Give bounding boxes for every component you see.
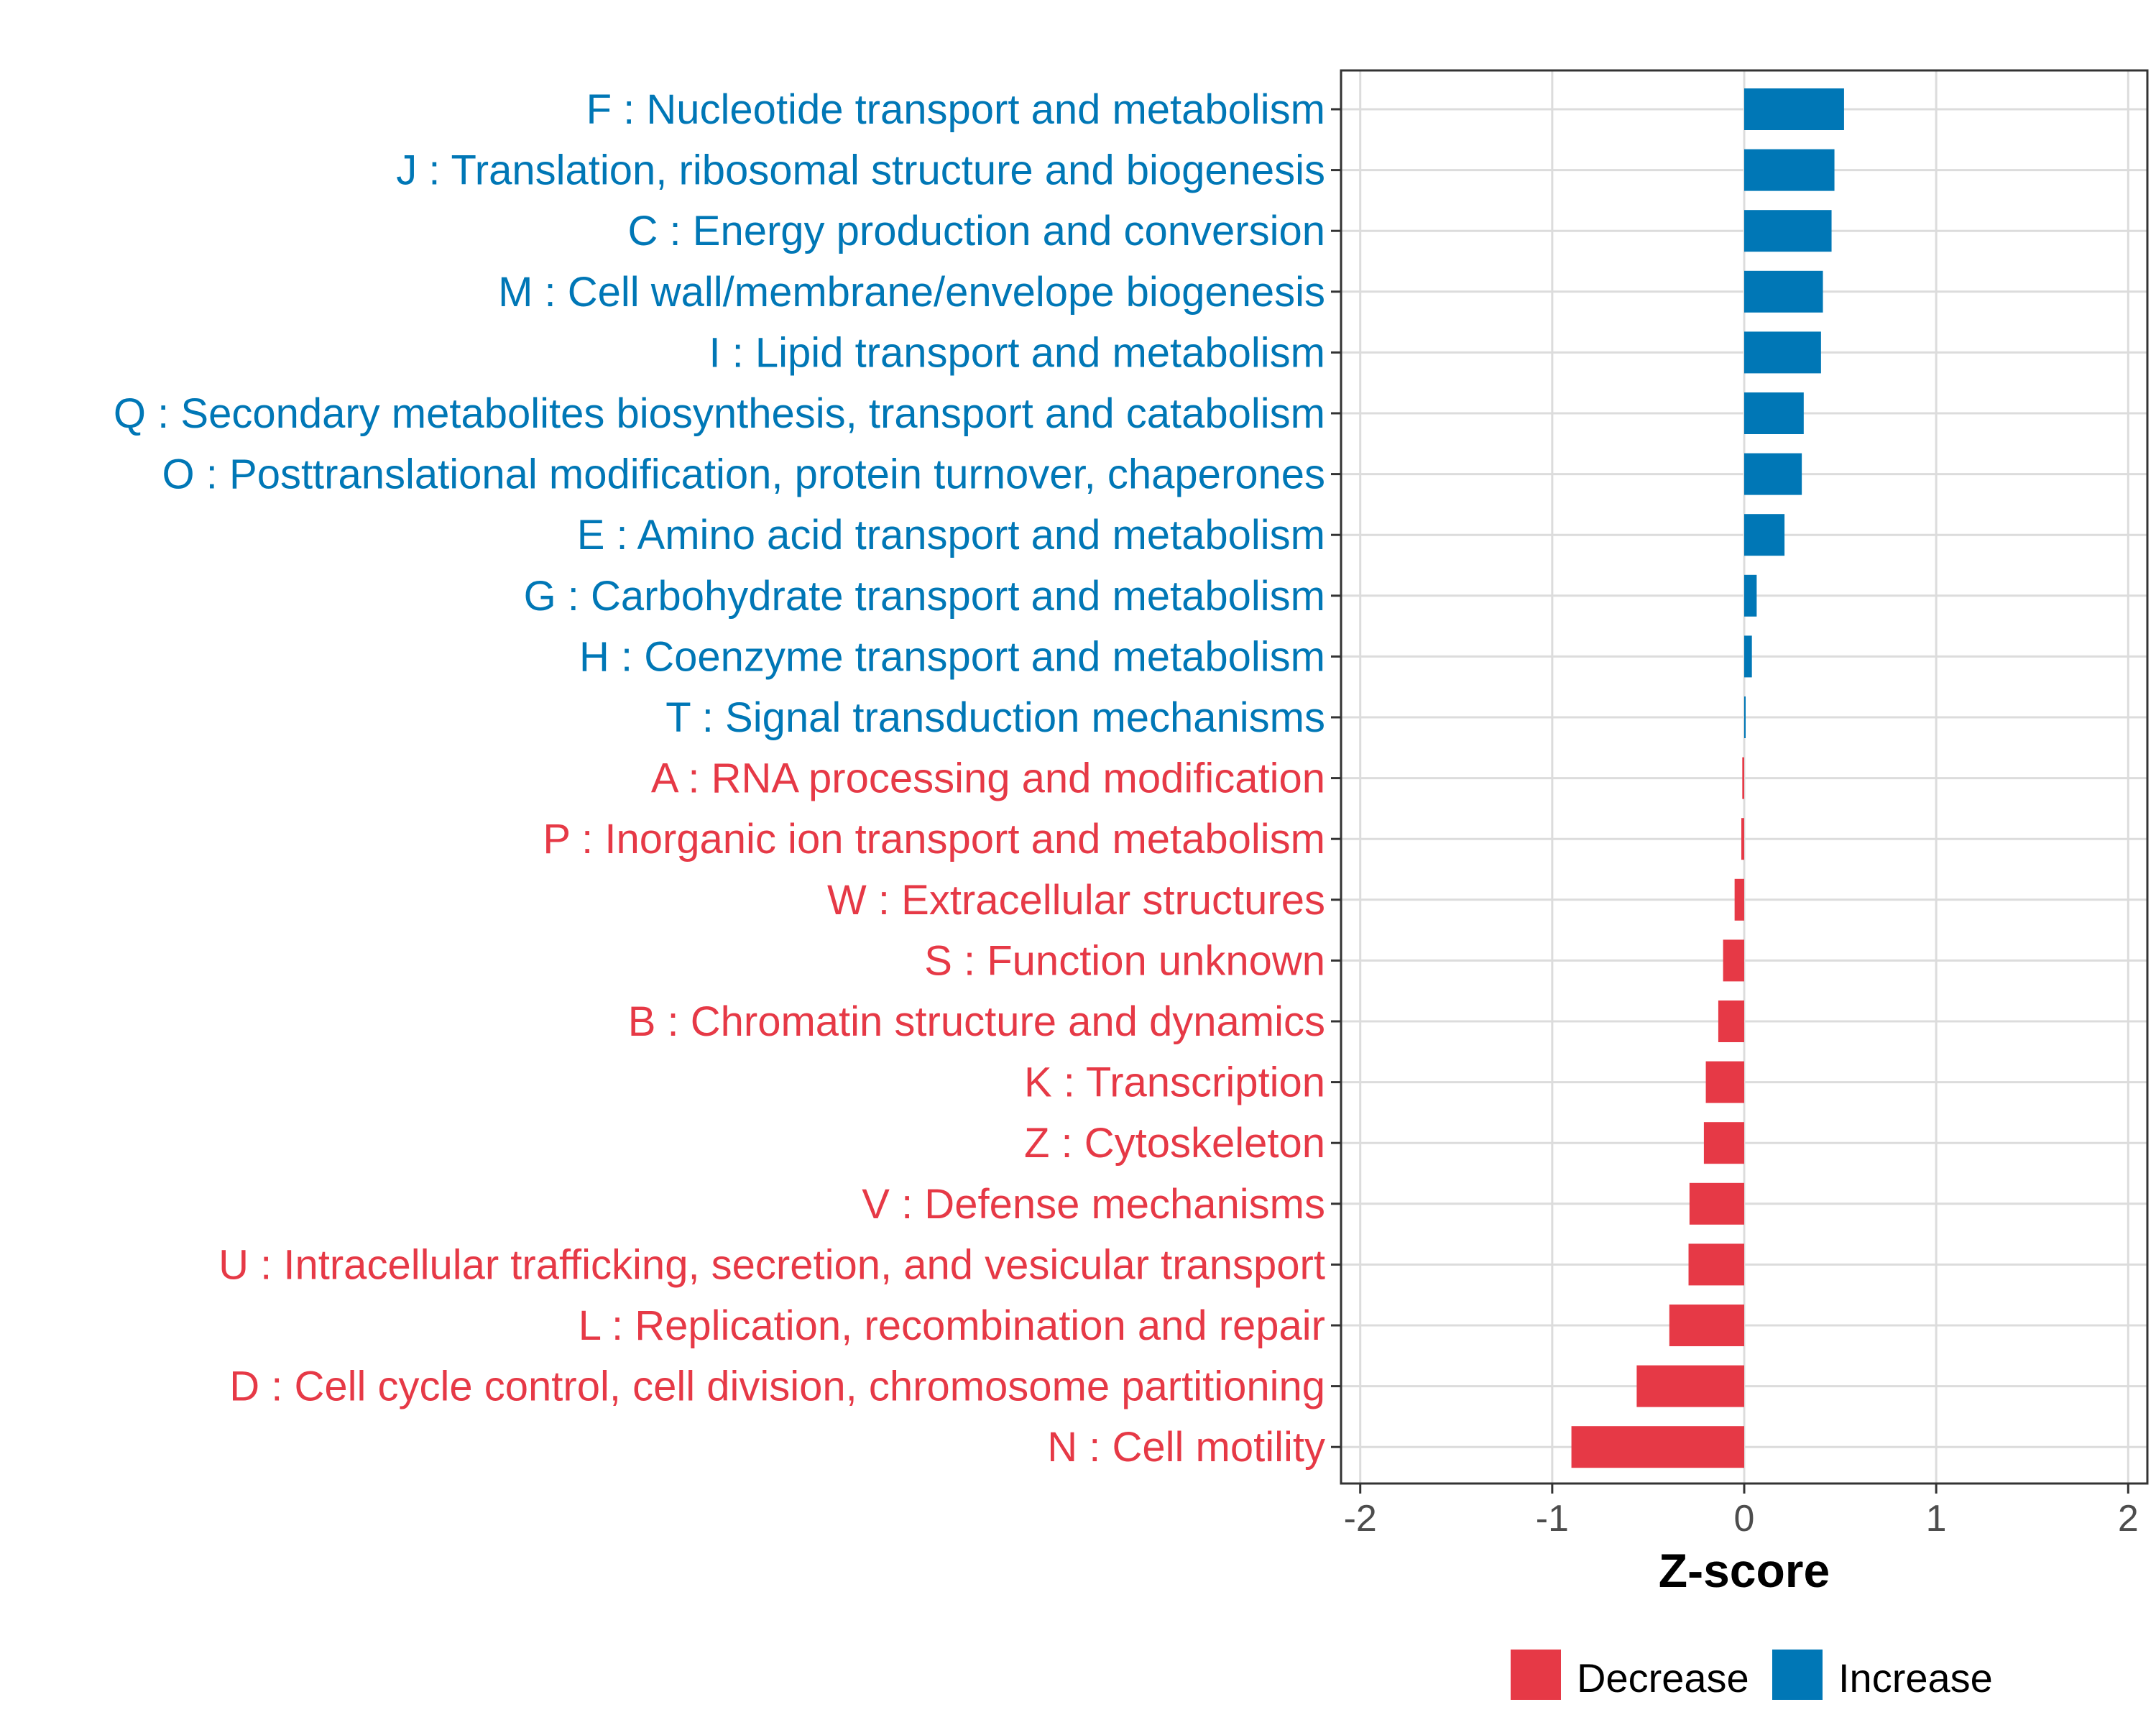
bar [1734, 878, 1744, 921]
category-label: M : Cell wall/membrane/envelope biogenes… [498, 269, 1325, 316]
category-label: N : Cell motility [1047, 1424, 1325, 1471]
category-label: K : Transcription [1024, 1059, 1325, 1106]
legend-label-decrease: Decrease [1577, 1655, 1749, 1701]
bar [1688, 1243, 1744, 1286]
bar [1636, 1365, 1744, 1407]
bar [1744, 270, 1823, 313]
category-label: G : Carbohydrate transport and metabolis… [524, 573, 1325, 620]
category-label: J : Translation, ribosomal structure and… [396, 147, 1325, 194]
category-label: Q : Secondary metabolites biosynthesis, … [114, 390, 1325, 437]
bar [1744, 88, 1844, 130]
category-label: V : Defense mechanisms [862, 1181, 1325, 1228]
legend: Decrease Increase [1511, 1650, 1993, 1701]
bar [1744, 635, 1752, 678]
category-label: T : Signal transduction mechanisms [665, 694, 1325, 741]
category-label: H : Coenzyme transport and metabolism [579, 633, 1325, 680]
bar [1744, 696, 1746, 738]
bar [1669, 1305, 1744, 1346]
tick-layer: -2 -1 0 1 2 [1331, 108, 2139, 1540]
bar [1744, 392, 1804, 434]
bar [1689, 1182, 1744, 1225]
bar-layer [1571, 88, 1844, 1468]
bar [1744, 514, 1785, 556]
category-label: F : Nucleotide transport and metabolism [586, 86, 1325, 133]
category-label: Z : Cytoskeleton [1024, 1120, 1325, 1167]
x-axis-title: Z-score [1659, 1544, 1830, 1597]
category-label: W : Extracellular structures [827, 877, 1325, 924]
legend-swatch-decrease [1511, 1650, 1561, 1700]
legend-label-increase: Increase [1838, 1655, 1993, 1701]
bar [1571, 1426, 1744, 1468]
bar [1744, 574, 1757, 617]
bar [1744, 149, 1835, 191]
category-labels: F : Nucleotide transport and metabolism J… [114, 86, 1325, 1471]
category-label: O : Posttranslational modification, prot… [162, 451, 1325, 498]
category-label: B : Chromatin structure and dynamics [628, 998, 1325, 1045]
bar [1703, 1122, 1744, 1164]
category-label: A : RNA processing and modification [651, 755, 1325, 802]
category-label: P : Inorganic ion transport and metaboli… [543, 816, 1325, 862]
category-label: U : Intracellular trafficking, secretion… [218, 1241, 1325, 1288]
bar [1744, 331, 1821, 374]
bar [1744, 210, 1832, 252]
x-tick-label: 1 [1926, 1498, 1947, 1540]
category-label: S : Function unknown [924, 937, 1325, 984]
bar [1744, 453, 1802, 495]
bar [1705, 1061, 1744, 1103]
category-label: E : Amino acid transport and metabolism [577, 512, 1325, 558]
category-label: I : Lipid transport and metabolism [709, 329, 1325, 376]
bar [1723, 939, 1744, 982]
category-label: L : Replication, recombination and repai… [579, 1302, 1325, 1349]
legend-swatch-increase [1772, 1650, 1823, 1700]
bar [1741, 818, 1744, 860]
x-tick-label: 2 [2118, 1498, 2139, 1540]
category-label: C : Energy production and conversion [628, 208, 1325, 254]
x-tick-label: 0 [1734, 1498, 1755, 1540]
x-tick-label: -1 [1536, 1498, 1569, 1540]
bar [1718, 1000, 1744, 1042]
x-tick-label: -2 [1344, 1498, 1377, 1540]
bar [1742, 757, 1744, 799]
category-label: D : Cell cycle control, cell division, c… [229, 1363, 1325, 1410]
